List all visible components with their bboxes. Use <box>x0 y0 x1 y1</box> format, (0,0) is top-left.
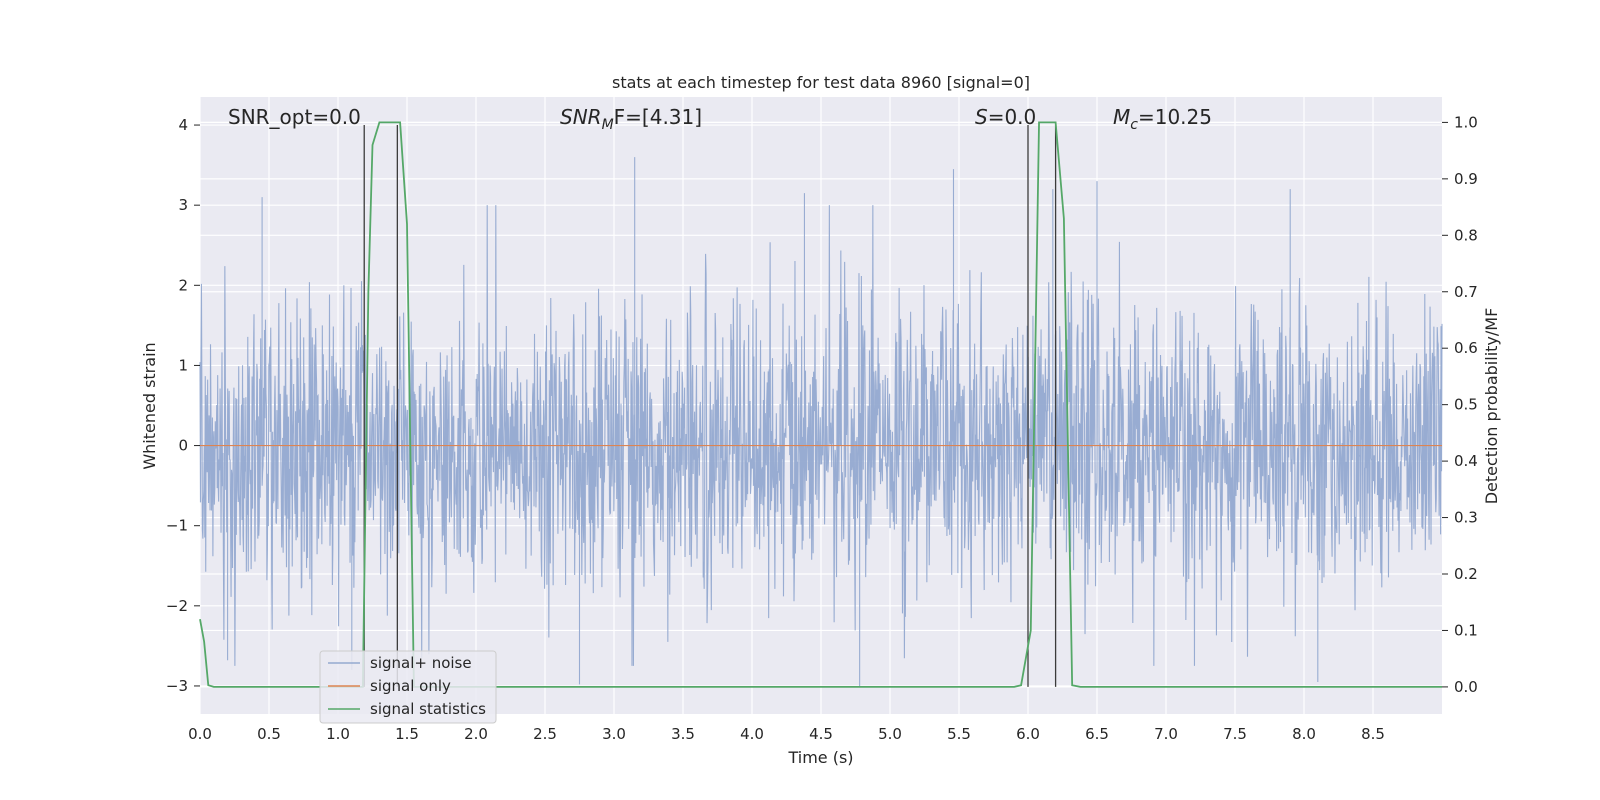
y-right-tick-label: 0.5 <box>1454 396 1478 414</box>
y-axis-label: Whitened strain <box>140 342 159 469</box>
annotation-mc-tail: =10.25 <box>1138 105 1212 129</box>
x-tick-label: 7.5 <box>1223 725 1247 743</box>
annotation-snr-mf: SNRMF=[4.31] <box>560 105 702 133</box>
legend-box <box>319 650 497 724</box>
y-right-tick-label: 0.0 <box>1454 678 1478 696</box>
x-tick-label: 0.5 <box>257 725 281 743</box>
annotation-mc-main: M <box>1113 105 1130 129</box>
y-right-tick-label: 0.8 <box>1454 226 1478 244</box>
x-tick-label: 2.5 <box>533 725 557 743</box>
annotation-snr-mf-tail: F=[4.31] <box>614 105 702 129</box>
x-tick-label: 7.0 <box>1154 725 1178 743</box>
annotation-snr-mf-sub: M <box>602 117 614 133</box>
annotation-snr-mf-main: SNR <box>560 105 602 129</box>
noise-trace <box>199 157 1443 686</box>
y-tick-labels: −3 −2 −1 0 1 2 3 4 <box>166 116 200 695</box>
y-tick-label: 0 <box>178 437 188 455</box>
y-right-tick-label: 0.2 <box>1454 565 1478 583</box>
y-right-axis-label: Detection probability/MF <box>1482 308 1501 505</box>
x-tick-label: 3.5 <box>671 725 695 743</box>
y-tick-label: −2 <box>166 597 188 615</box>
x-tick-label: 8.5 <box>1361 725 1385 743</box>
annotation-s: S=0.0 <box>975 105 1036 129</box>
y-tick-label: 1 <box>178 356 188 374</box>
annotation-mc-sub: c <box>1130 117 1138 133</box>
y-right-tick-label: 0.3 <box>1454 509 1478 527</box>
x-tick-label: 4.0 <box>740 725 764 743</box>
legend-label-stats: signal statistics <box>370 700 486 718</box>
x-tick-label: 5.0 <box>878 725 902 743</box>
y-tick-label: 2 <box>178 276 188 294</box>
x-tick-label: 6.5 <box>1085 725 1109 743</box>
x-tick-label: 5.5 <box>947 725 971 743</box>
y-right-tick-label: 0.1 <box>1454 621 1478 639</box>
x-tick-label: 4.5 <box>809 725 833 743</box>
legend-label-signal: signal only <box>370 677 451 695</box>
y-right-tick-labels: 0.0 0.1 0.2 0.3 0.4 0.5 0.6 0.7 0.8 0.9 1.0 <box>1442 113 1478 696</box>
y-tick-label: −1 <box>166 517 188 535</box>
x-tick-label: 1.5 <box>395 725 419 743</box>
series-signal-noise <box>199 157 1443 686</box>
x-tick-label: 1.0 <box>326 725 350 743</box>
legend-label-noise: signal+ noise <box>370 654 472 672</box>
y-right-tick-label: 0.6 <box>1454 339 1478 357</box>
annotation-mc: Mc=10.25 <box>1113 105 1212 133</box>
y-right-tick-label: 0.7 <box>1454 283 1478 301</box>
y-tick-label: −3 <box>166 677 188 695</box>
x-tick-label: 3.0 <box>602 725 626 743</box>
y-right-tick-label: 0.4 <box>1454 452 1478 470</box>
y-tick-label: 4 <box>178 116 188 134</box>
annotation-s-tail: =0.0 <box>988 105 1037 129</box>
x-tick-label: 6.0 <box>1016 725 1040 743</box>
x-tick-label: 8.0 <box>1292 725 1316 743</box>
annotation-s-main: S <box>975 105 988 129</box>
annotation-snr-opt: SNR_opt=0.0 <box>228 105 361 129</box>
x-tick-labels: 0.0 0.5 1.0 1.5 2.0 2.5 3.0 3.5 4.0 4.5 5.0 5.5 6.0 6… <box>188 725 1385 743</box>
x-tick-label: 0.0 <box>188 725 212 743</box>
y-tick-label: 3 <box>178 196 188 214</box>
x-tick-label: 2.0 <box>464 725 488 743</box>
chart-title: stats at each timestep for test data 896… <box>612 73 1030 92</box>
y-right-tick-label: 0.9 <box>1454 170 1478 188</box>
y-right-tick-label: 1.0 <box>1454 113 1478 131</box>
x-axis-label: Time (s) <box>787 748 853 767</box>
legend: signal+ noise signal only signal statist… <box>319 650 497 724</box>
